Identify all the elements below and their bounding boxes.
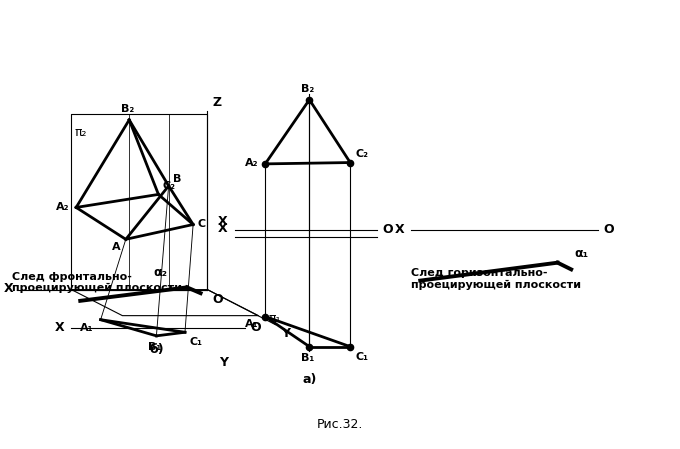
Text: π₁: π₁	[269, 312, 281, 325]
Text: След горизонтально-
проецирующей плоскости: След горизонтально- проецирующей плоскос…	[411, 268, 581, 290]
Text: B₂: B₂	[121, 105, 135, 114]
Text: C₁: C₁	[356, 352, 369, 362]
Text: Рис.32.: Рис.32.	[317, 418, 363, 431]
Text: B₂: B₂	[301, 84, 315, 94]
Text: X: X	[218, 222, 228, 235]
Text: X: X	[4, 282, 14, 295]
Text: Z: Z	[213, 96, 222, 109]
Text: B: B	[173, 174, 181, 184]
Text: C: C	[197, 219, 205, 229]
Text: A₁: A₁	[80, 323, 94, 333]
Text: C₂: C₂	[163, 181, 175, 191]
Text: A₂: A₂	[56, 202, 69, 211]
Text: Y: Y	[219, 356, 228, 369]
Text: C₁: C₁	[189, 337, 202, 347]
Text: X: X	[55, 321, 65, 334]
Text: O: O	[213, 293, 224, 306]
Text: X: X	[395, 224, 405, 236]
Text: Y: Y	[281, 327, 290, 340]
Text: а): а)	[302, 373, 317, 386]
Text: След фронтально-
проецирующей плоскости: След фронтально- проецирующей плоскости	[12, 272, 182, 293]
Text: π₂: π₂	[75, 126, 87, 139]
Text: C₂: C₂	[356, 149, 369, 159]
Text: B₁: B₁	[301, 353, 315, 363]
Text: O: O	[250, 321, 261, 334]
Text: α₁: α₁	[575, 247, 589, 260]
Text: б): б)	[149, 343, 164, 357]
Text: X: X	[218, 215, 228, 228]
Text: O: O	[383, 224, 394, 236]
Text: A₂: A₂	[245, 158, 258, 168]
Text: α₂: α₂	[153, 266, 167, 279]
Text: O: O	[604, 224, 615, 236]
Text: B₁: B₁	[148, 342, 162, 352]
Text: A: A	[112, 242, 120, 251]
Text: A₁: A₁	[245, 319, 258, 329]
